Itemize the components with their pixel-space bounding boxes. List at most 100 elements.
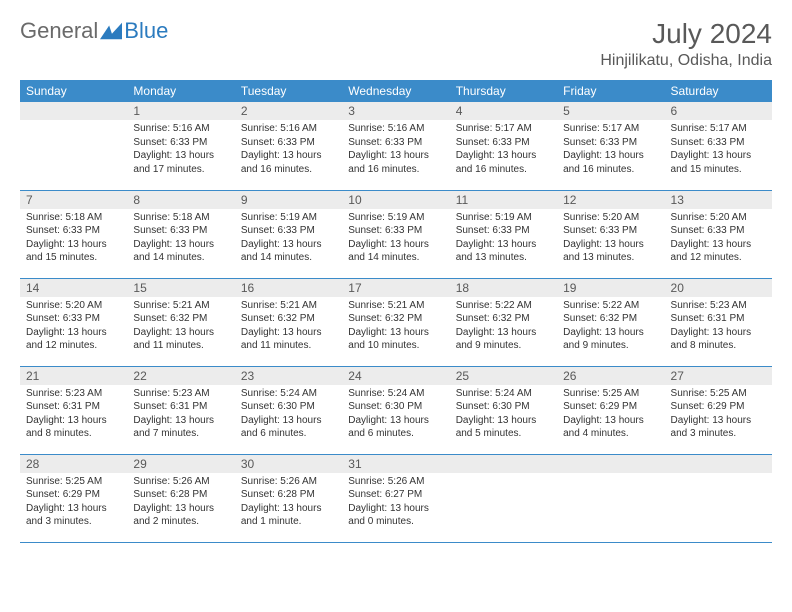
sunrise-text: Sunrise: 5:20 AM [26,299,121,313]
sunset-text: Sunset: 6:27 PM [348,488,443,502]
sunrise-text: Sunrise: 5:26 AM [241,475,336,489]
calendar-day-cell: 15Sunrise: 5:21 AMSunset: 6:32 PMDayligh… [127,278,234,366]
day-number: 21 [20,367,127,385]
sunset-text: Sunset: 6:30 PM [348,400,443,414]
day-header-tue: Tuesday [235,80,342,102]
daylight-text: Daylight: 13 hours and 14 minutes. [348,238,443,265]
day-details: Sunrise: 5:23 AMSunset: 6:31 PMDaylight:… [127,385,234,445]
daylight-text: Daylight: 13 hours and 12 minutes. [26,326,121,353]
sunset-text: Sunset: 6:33 PM [456,136,551,150]
day-number: 17 [342,279,449,297]
sunrise-text: Sunrise: 5:22 AM [563,299,658,313]
daylight-text: Daylight: 13 hours and 6 minutes. [241,414,336,441]
day-details: Sunrise: 5:17 AMSunset: 6:33 PMDaylight:… [450,120,557,180]
day-details: Sunrise: 5:16 AMSunset: 6:33 PMDaylight:… [342,120,449,180]
sunrise-text: Sunrise: 5:19 AM [348,211,443,225]
day-header-thu: Thursday [450,80,557,102]
sunset-text: Sunset: 6:33 PM [671,224,766,238]
sunset-text: Sunset: 6:33 PM [348,224,443,238]
daylight-text: Daylight: 13 hours and 1 minute. [241,502,336,529]
daylight-text: Daylight: 13 hours and 13 minutes. [563,238,658,265]
day-number: 9 [235,191,342,209]
sunset-text: Sunset: 6:28 PM [241,488,336,502]
day-number: 15 [127,279,234,297]
day-details: Sunrise: 5:22 AMSunset: 6:32 PMDaylight:… [450,297,557,357]
day-details: Sunrise: 5:25 AMSunset: 6:29 PMDaylight:… [20,473,127,533]
day-details: Sunrise: 5:26 AMSunset: 6:27 PMDaylight:… [342,473,449,533]
day-details: Sunrise: 5:19 AMSunset: 6:33 PMDaylight:… [342,209,449,269]
sunset-text: Sunset: 6:32 PM [241,312,336,326]
calendar-day-cell: 1Sunrise: 5:16 AMSunset: 6:33 PMDaylight… [127,102,234,190]
sunrise-text: Sunrise: 5:19 AM [456,211,551,225]
calendar-day-cell: 26Sunrise: 5:25 AMSunset: 6:29 PMDayligh… [557,366,664,454]
daylight-text: Daylight: 13 hours and 16 minutes. [348,149,443,176]
daylight-text: Daylight: 13 hours and 15 minutes. [671,149,766,176]
sunrise-text: Sunrise: 5:20 AM [563,211,658,225]
sunset-text: Sunset: 6:30 PM [241,400,336,414]
sunrise-text: Sunrise: 5:26 AM [133,475,228,489]
day-number: 30 [235,455,342,473]
calendar-week-row: 1Sunrise: 5:16 AMSunset: 6:33 PMDaylight… [20,102,772,190]
day-details: Sunrise: 5:20 AMSunset: 6:33 PMDaylight:… [665,209,772,269]
day-number: 5 [557,102,664,120]
daylight-text: Daylight: 13 hours and 5 minutes. [456,414,551,441]
calendar-day-cell [20,102,127,190]
logo-triangle-icon [100,22,122,40]
day-number: 7 [20,191,127,209]
daylight-text: Daylight: 13 hours and 7 minutes. [133,414,228,441]
day-details: Sunrise: 5:25 AMSunset: 6:29 PMDaylight:… [557,385,664,445]
day-details: Sunrise: 5:21 AMSunset: 6:32 PMDaylight:… [342,297,449,357]
daylight-text: Daylight: 13 hours and 14 minutes. [133,238,228,265]
daylight-text: Daylight: 13 hours and 14 minutes. [241,238,336,265]
daylight-text: Daylight: 13 hours and 15 minutes. [26,238,121,265]
calendar-week-row: 14Sunrise: 5:20 AMSunset: 6:33 PMDayligh… [20,278,772,366]
day-details: Sunrise: 5:16 AMSunset: 6:33 PMDaylight:… [235,120,342,180]
day-details: Sunrise: 5:24 AMSunset: 6:30 PMDaylight:… [235,385,342,445]
sunrise-text: Sunrise: 5:25 AM [563,387,658,401]
day-details: Sunrise: 5:17 AMSunset: 6:33 PMDaylight:… [557,120,664,180]
sunset-text: Sunset: 6:33 PM [133,224,228,238]
calendar-day-cell: 23Sunrise: 5:24 AMSunset: 6:30 PMDayligh… [235,366,342,454]
daylight-text: Daylight: 13 hours and 3 minutes. [26,502,121,529]
sunrise-text: Sunrise: 5:21 AM [348,299,443,313]
day-details: Sunrise: 5:16 AMSunset: 6:33 PMDaylight:… [127,120,234,180]
day-header-sun: Sunday [20,80,127,102]
sunset-text: Sunset: 6:33 PM [133,136,228,150]
sunset-text: Sunset: 6:28 PM [133,488,228,502]
calendar-day-cell: 10Sunrise: 5:19 AMSunset: 6:33 PMDayligh… [342,190,449,278]
location-label: Hinjilikatu, Odisha, India [600,52,772,70]
daylight-text: Daylight: 13 hours and 9 minutes. [563,326,658,353]
sunset-text: Sunset: 6:32 PM [456,312,551,326]
sunset-text: Sunset: 6:31 PM [133,400,228,414]
sunset-text: Sunset: 6:31 PM [26,400,121,414]
daylight-text: Daylight: 13 hours and 10 minutes. [348,326,443,353]
calendar-day-cell: 2Sunrise: 5:16 AMSunset: 6:33 PMDaylight… [235,102,342,190]
calendar-day-cell: 7Sunrise: 5:18 AMSunset: 6:33 PMDaylight… [20,190,127,278]
calendar-day-cell: 21Sunrise: 5:23 AMSunset: 6:31 PMDayligh… [20,366,127,454]
day-number: 8 [127,191,234,209]
daylight-text: Daylight: 13 hours and 11 minutes. [133,326,228,353]
calendar-day-cell [557,454,664,542]
day-number: 6 [665,102,772,120]
calendar-day-cell: 28Sunrise: 5:25 AMSunset: 6:29 PMDayligh… [20,454,127,542]
day-details: Sunrise: 5:26 AMSunset: 6:28 PMDaylight:… [127,473,234,533]
month-title: July 2024 [600,18,772,50]
day-number: 22 [127,367,234,385]
sunset-text: Sunset: 6:30 PM [456,400,551,414]
sunset-text: Sunset: 6:33 PM [26,312,121,326]
sunrise-text: Sunrise: 5:21 AM [133,299,228,313]
day-details: Sunrise: 5:23 AMSunset: 6:31 PMDaylight:… [20,385,127,445]
sunrise-text: Sunrise: 5:17 AM [671,122,766,136]
calendar-day-cell [450,454,557,542]
daylight-text: Daylight: 13 hours and 2 minutes. [133,502,228,529]
day-header-fri: Friday [557,80,664,102]
calendar-body: 1Sunrise: 5:16 AMSunset: 6:33 PMDaylight… [20,102,772,542]
calendar-day-cell: 16Sunrise: 5:21 AMSunset: 6:32 PMDayligh… [235,278,342,366]
calendar-day-cell: 3Sunrise: 5:16 AMSunset: 6:33 PMDaylight… [342,102,449,190]
sunrise-text: Sunrise: 5:24 AM [456,387,551,401]
daylight-text: Daylight: 13 hours and 0 minutes. [348,502,443,529]
calendar-week-row: 21Sunrise: 5:23 AMSunset: 6:31 PMDayligh… [20,366,772,454]
calendar-day-cell: 9Sunrise: 5:19 AMSunset: 6:33 PMDaylight… [235,190,342,278]
calendar-day-cell: 4Sunrise: 5:17 AMSunset: 6:33 PMDaylight… [450,102,557,190]
calendar-day-cell: 11Sunrise: 5:19 AMSunset: 6:33 PMDayligh… [450,190,557,278]
